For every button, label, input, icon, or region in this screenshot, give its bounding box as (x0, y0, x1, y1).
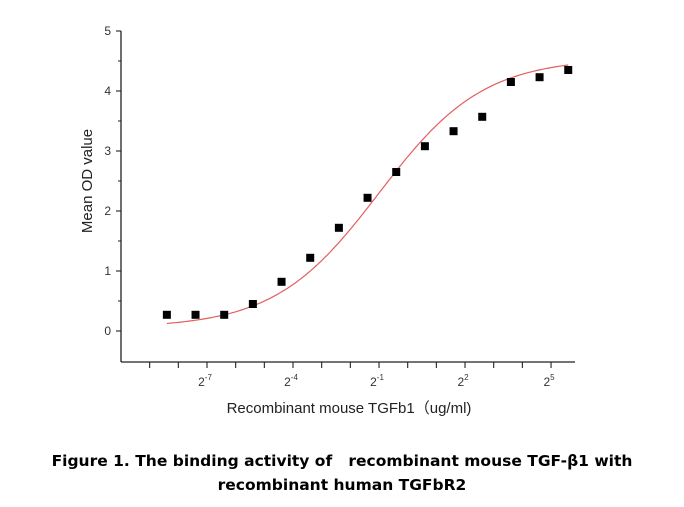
caption-line-1: Figure 1. The binding activity of recomb… (51, 452, 633, 470)
y-tick-label: 2 (104, 204, 111, 218)
x-tick-label: 2-4 (284, 373, 298, 389)
data-point (478, 112, 487, 121)
data-point (363, 193, 372, 202)
data-point (277, 277, 286, 286)
data-point (220, 310, 229, 319)
y-tick-label: 1 (104, 264, 111, 278)
data-point (535, 73, 544, 82)
fit-curve (166, 64, 569, 325)
data-point (248, 300, 257, 308)
x-axis-label: Recombinant mouse TGFb1（ug/ml) (227, 400, 472, 417)
data-point (162, 310, 171, 319)
y-tick-label: 4 (104, 84, 111, 98)
data-point (334, 223, 343, 232)
y-tick-label: 5 (104, 24, 111, 38)
data-point (306, 253, 315, 262)
data-point (420, 142, 429, 151)
figure-caption: Figure 1. The binding activity of recomb… (0, 449, 684, 497)
chart: 0 1 2 3 4 5 2-7 2-4 2-1 22 25 Mean OD value Recomb… (79, 24, 575, 417)
x-tick-label: 22 (457, 373, 469, 389)
y-tick-label: 0 (104, 324, 111, 338)
y-axis-label: Mean OD value (79, 129, 96, 233)
data-point (564, 66, 573, 74)
data-point (392, 168, 401, 176)
data-point (191, 310, 200, 319)
caption-line-2: recombinant human TGFbR2 (217, 476, 467, 494)
x-tick-label: 2-7 (198, 373, 212, 389)
data-points (162, 66, 573, 319)
x-tick-label: 2-1 (370, 373, 384, 389)
axes: 0 1 2 3 4 5 2-7 2-4 2-1 22 25 (104, 24, 575, 389)
x-tick-label: 25 (543, 373, 555, 389)
data-point (449, 127, 458, 136)
fit-curve-group (166, 64, 569, 325)
y-tick-label: 3 (104, 144, 111, 158)
data-point (506, 78, 515, 86)
